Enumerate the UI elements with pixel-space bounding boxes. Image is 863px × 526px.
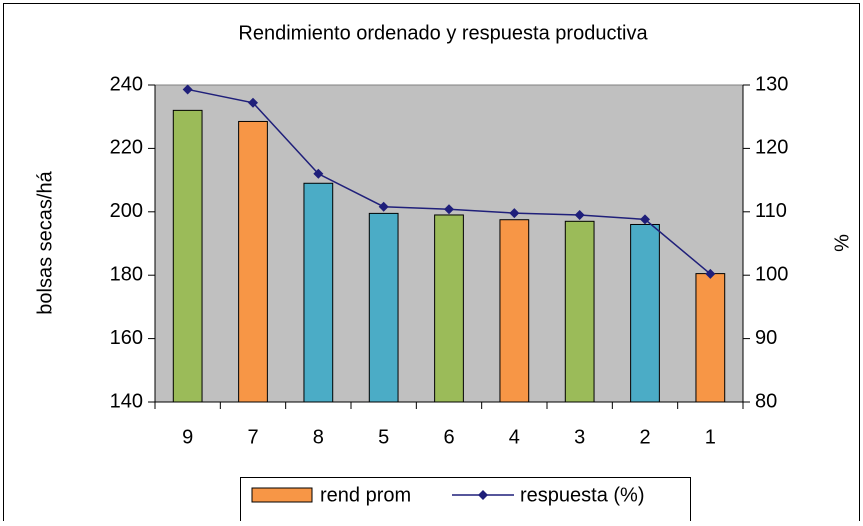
line-marker: [509, 208, 520, 219]
y-tick-label: 160: [110, 327, 143, 349]
bar: [172, 109, 203, 403]
chart-title: Rendimiento ordenado y respuesta product…: [238, 22, 648, 44]
bar: [499, 219, 530, 403]
legend-swatch: [251, 487, 313, 503]
line-marker: [313, 168, 324, 179]
y2-axis-label: %: [831, 234, 853, 252]
line-marker: [378, 201, 389, 212]
y-tick-label: 200: [110, 200, 143, 222]
y-tick-label: 220: [110, 137, 143, 159]
y2-tick-label: 110: [755, 200, 787, 222]
legend-label: rend prom: [320, 484, 411, 506]
y2-tick-label: 80: [755, 390, 777, 412]
legend-marker: [478, 490, 488, 500]
x-tick-label: 1: [705, 426, 716, 448]
x-tick-label: 2: [639, 426, 650, 448]
x-tick-label: 3: [574, 426, 585, 448]
x-tick-label: 4: [509, 426, 520, 448]
y2-tick-label: 100: [755, 263, 788, 285]
bar: [303, 182, 334, 403]
y-tick-label: 240: [110, 73, 143, 95]
bar: [630, 223, 660, 403]
x-tick-label: 8: [313, 426, 324, 448]
bar: [434, 214, 464, 403]
line-marker: [182, 84, 193, 95]
bar: [695, 273, 726, 403]
x-tick-label: 5: [378, 426, 389, 448]
y2-tick-label: 120: [755, 137, 788, 159]
y2-tick-label: 130: [755, 73, 788, 95]
y-tick-label: 180: [110, 263, 143, 285]
y-tick-label: 140: [110, 390, 143, 412]
bar: [368, 212, 399, 403]
bar: [238, 120, 268, 403]
line-marker: [444, 204, 454, 215]
y2-tick-label: 90: [755, 327, 777, 349]
x-tick-label: 6: [443, 426, 454, 448]
line-marker: [705, 268, 716, 279]
x-tick-label: 7: [247, 426, 258, 448]
y-axis-label: bolsas secas/há: [34, 170, 56, 314]
line-marker: [248, 97, 258, 108]
bar: [564, 220, 595, 403]
line-marker: [574, 209, 585, 220]
legend-label: respuesta (%): [520, 484, 645, 506]
line-marker: [640, 214, 650, 225]
legend-box: [240, 477, 691, 526]
x-tick-label: 9: [182, 426, 193, 448]
